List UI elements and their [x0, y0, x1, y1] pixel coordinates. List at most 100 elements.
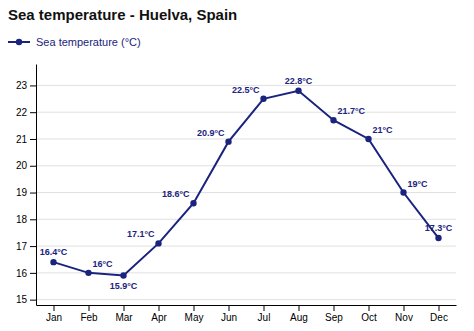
y-tick: 17 [16, 241, 36, 252]
legend: Sea temperature (°C) [8, 36, 141, 48]
point [365, 136, 371, 142]
x-tick-mark [334, 305, 335, 311]
grid-line [36, 246, 456, 247]
x-tick: Apr [151, 305, 167, 323]
x-tick-label: Oct [361, 312, 377, 323]
y-tick-label: 20 [16, 160, 28, 171]
x-tick-label: Sep [325, 312, 343, 323]
y-tick-mark [30, 85, 36, 86]
y-tick-mark [30, 139, 36, 140]
grid-line [36, 219, 456, 220]
y-tick-label: 18 [16, 214, 28, 225]
data-label: 21°C [373, 125, 394, 135]
point [225, 138, 231, 144]
line [54, 91, 439, 276]
point [120, 272, 126, 278]
x-tick-mark [439, 305, 440, 311]
x-tick-label: Dec [430, 312, 448, 323]
point [400, 189, 406, 195]
y-tick-mark [30, 300, 36, 301]
x-tick-mark [89, 305, 90, 311]
x-tick-mark [124, 305, 125, 311]
x-tick-mark [369, 305, 370, 311]
y-tick: 21 [16, 134, 36, 145]
grid-line [36, 299, 456, 300]
legend-marker [16, 39, 22, 45]
x-tick-mark [159, 305, 160, 311]
grid-line [36, 192, 456, 193]
y-axis-line [36, 65, 37, 306]
x-tick-label: Jan [46, 312, 62, 323]
x-tick-label: Jul [258, 312, 271, 323]
x-tick-mark [299, 305, 300, 311]
data-label: 20.9°C [197, 128, 225, 138]
y-tick-mark [30, 193, 36, 194]
point [155, 240, 161, 246]
y-tick: 22 [16, 107, 36, 118]
data-labels: 16.4°C 16°C 15.9°C 17.1°C 18.6°C 20.9°C 22.5°C… [40, 76, 453, 291]
data-label: 19°C [408, 179, 429, 189]
grid-line [36, 112, 456, 113]
x-tick: Aug [290, 305, 308, 323]
data-label: 18.6°C [162, 189, 190, 199]
x-tick-label: Nov [395, 312, 413, 323]
y-tick-mark [30, 112, 36, 113]
x-tick: Nov [395, 305, 413, 323]
point [85, 270, 91, 276]
y-tick-mark [30, 273, 36, 274]
x-tick: Jun [221, 305, 237, 323]
point [50, 259, 56, 265]
x-tick: Jul [258, 305, 271, 323]
y-tick-mark [30, 246, 36, 247]
legend-label: Sea temperature (°C) [36, 36, 141, 48]
x-tick: Sep [325, 305, 343, 323]
grid-line [36, 165, 456, 166]
y-tick-label: 15 [16, 294, 28, 305]
grid [36, 85, 456, 299]
data-label: 17.3°C [425, 223, 453, 233]
x-tick-label: Feb [80, 312, 98, 323]
point [190, 200, 196, 206]
x-tick-mark [404, 305, 405, 311]
plot-area [50, 88, 441, 279]
x-tick: Dec [430, 305, 448, 323]
data-label: 16°C [93, 259, 114, 269]
grid-line [36, 138, 456, 139]
y-tick-label: 21 [16, 134, 28, 145]
x-tick: Mar [115, 305, 133, 323]
data-label: 16.4°C [40, 247, 68, 257]
x-tick-mark [264, 305, 265, 311]
x-tick: Jan [46, 305, 62, 323]
y-tick: 18 [16, 214, 36, 225]
x-tick-label: Aug [290, 312, 308, 323]
title: Sea temperature - Huelva, Spain [8, 6, 237, 23]
chart: Sea temperature - Huelva, Spain151617181… [0, 0, 474, 331]
x-tick-label: Jun [221, 312, 237, 323]
x-tick: Feb [80, 305, 98, 323]
point [260, 96, 266, 102]
y-tick: 15 [16, 294, 36, 305]
x-tick-mark [194, 305, 195, 311]
x-tick: Oct [361, 305, 377, 323]
data-label: 15.9°C [110, 281, 138, 291]
x-axis-line [37, 305, 457, 306]
y-tick: 16 [16, 268, 36, 279]
y-tick-mark [30, 166, 36, 167]
y-tick: 20 [16, 160, 36, 171]
x-tick-label: May [185, 312, 204, 323]
y-tick-label: 16 [16, 268, 28, 279]
y-tick-label: 22 [16, 107, 28, 118]
point [330, 117, 336, 123]
y-tick-label: 17 [16, 241, 28, 252]
y-tick: 23 [16, 80, 36, 91]
data-label: 22.5°C [232, 85, 260, 95]
x-tick-mark [229, 305, 230, 311]
x-tick-mark [54, 305, 55, 311]
x-tick-label: Apr [151, 312, 167, 323]
y-axis: 15 16 17 18 19 20 21 22 23 [16, 65, 37, 306]
y-tick: 19 [16, 187, 36, 198]
data-label: 17.1°C [127, 229, 155, 239]
x-axis: Jan Feb Mar Apr May Jun Jul Aug Sep Oct Nov Dec [37, 305, 457, 323]
y-tick-mark [30, 219, 36, 220]
point [435, 235, 441, 241]
